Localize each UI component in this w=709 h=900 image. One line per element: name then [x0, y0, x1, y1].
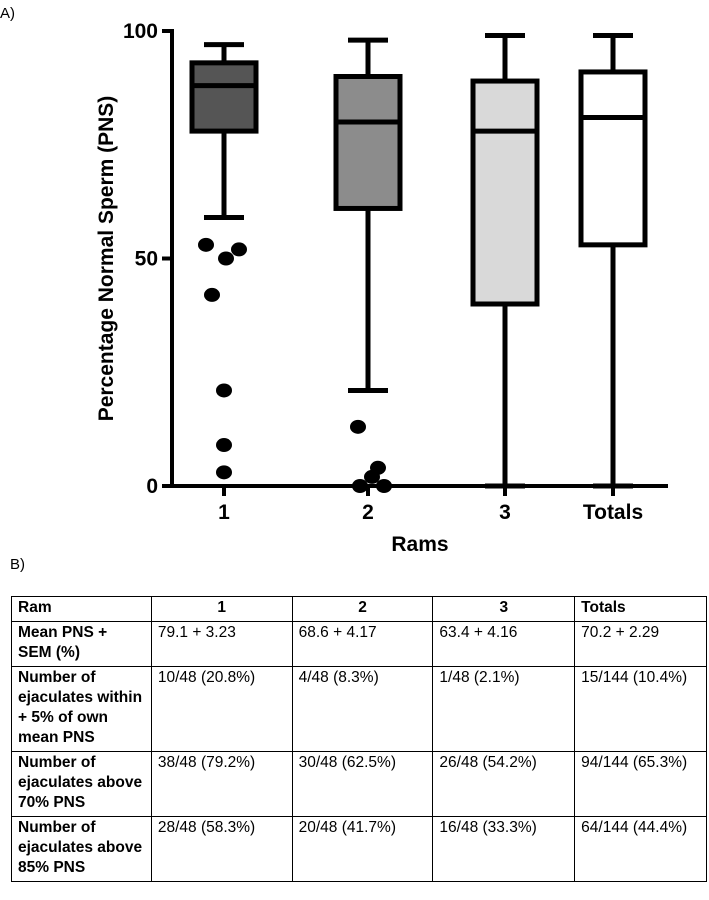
- table-header-cell: 2: [291, 596, 434, 622]
- table-cell: 94/144 (65.3%): [574, 751, 707, 817]
- y-tick-label: 0: [146, 475, 158, 498]
- table-cell: 38/48 (79.2%): [150, 751, 293, 817]
- outlier-point: [376, 479, 392, 493]
- table-row-label: Number of ejaculates above 85% PNS: [11, 816, 152, 882]
- table-cell: 79.1 + 3.23: [150, 621, 293, 667]
- box-rect: [333, 74, 403, 211]
- y-axis-title: Percentage Normal Sperm (PNS): [95, 96, 118, 422]
- table-cell: 15/144 (10.4%): [574, 666, 707, 752]
- panel-b-label: B): [10, 556, 25, 573]
- table-cell: 26/48 (54.2%): [432, 751, 576, 817]
- x-tick-label: 1: [218, 501, 230, 524]
- table-cell: 10/48 (20.8%): [150, 666, 293, 752]
- outlier-point: [352, 479, 368, 493]
- x-axis-title: Rams: [391, 533, 448, 556]
- panel-a-label: A): [0, 5, 15, 22]
- table-cell: 63.4 + 4.16: [432, 621, 576, 667]
- x-tick-label: 3: [499, 501, 511, 524]
- table-row-label: Mean PNS + SEM (%): [11, 621, 152, 667]
- table-row-label: Number of ejaculates within + 5% of own …: [11, 666, 152, 752]
- table-header-row: Ram 1 2 3 Totals: [11, 596, 707, 622]
- x-tick-label: 2: [362, 501, 374, 524]
- table-row-label: Number of ejaculates above 70% PNS: [11, 751, 152, 817]
- outlier-point: [350, 419, 366, 434]
- table-cell: 16/48 (33.3%): [432, 816, 576, 882]
- y-tick-label: 100: [123, 20, 158, 43]
- table-cell: 4/48 (8.3%): [291, 666, 434, 752]
- box-rect: [470, 78, 540, 307]
- outlier-point: [216, 438, 232, 453]
- box-rect: [578, 69, 648, 248]
- table-header-cell: Totals: [574, 596, 707, 622]
- table-cell: 70.2 + 2.29: [574, 621, 707, 667]
- table-header-cell: 1: [150, 596, 293, 622]
- outlier-point: [231, 242, 247, 257]
- table-cell: 68.6 + 4.17: [291, 621, 434, 667]
- outlier-point: [216, 465, 232, 480]
- outlier-point: [216, 383, 232, 398]
- table-cell: 20/48 (41.7%): [291, 816, 434, 882]
- outlier-point: [204, 287, 220, 302]
- table-row: Number of ejaculates within + 5% of own …: [11, 666, 707, 752]
- outlier-point: [198, 237, 214, 252]
- table-cell: 64/144 (44.4%): [574, 816, 707, 882]
- table-cell: 30/48 (62.5%): [291, 751, 434, 817]
- table-row: Number of ejaculates above 85% PNS 28/48…: [11, 816, 707, 882]
- box-plot-chart: 0 50 100 1 2 3 Totals Rams Percentage Normal Spe…: [95, 20, 668, 556]
- table-cell: 1/48 (2.1%): [432, 666, 576, 752]
- table-header-cell: Ram: [11, 596, 152, 622]
- summary-table: Ram 1 2 3 Totals Mean PNS + SEM (%) 79.1…: [11, 596, 707, 882]
- table-row: Mean PNS + SEM (%) 79.1 + 3.23 68.6 + 4.…: [11, 621, 707, 667]
- outlier-point: [218, 251, 234, 266]
- y-tick-label: 50: [135, 248, 158, 271]
- box-rect: [189, 60, 259, 134]
- table-header-cell: 3: [432, 596, 576, 622]
- table-row: Number of ejaculates above 70% PNS 38/48…: [11, 751, 707, 817]
- x-tick-label: Totals: [583, 501, 643, 524]
- table-cell: 28/48 (58.3%): [150, 816, 293, 882]
- outlier-point: [370, 460, 386, 475]
